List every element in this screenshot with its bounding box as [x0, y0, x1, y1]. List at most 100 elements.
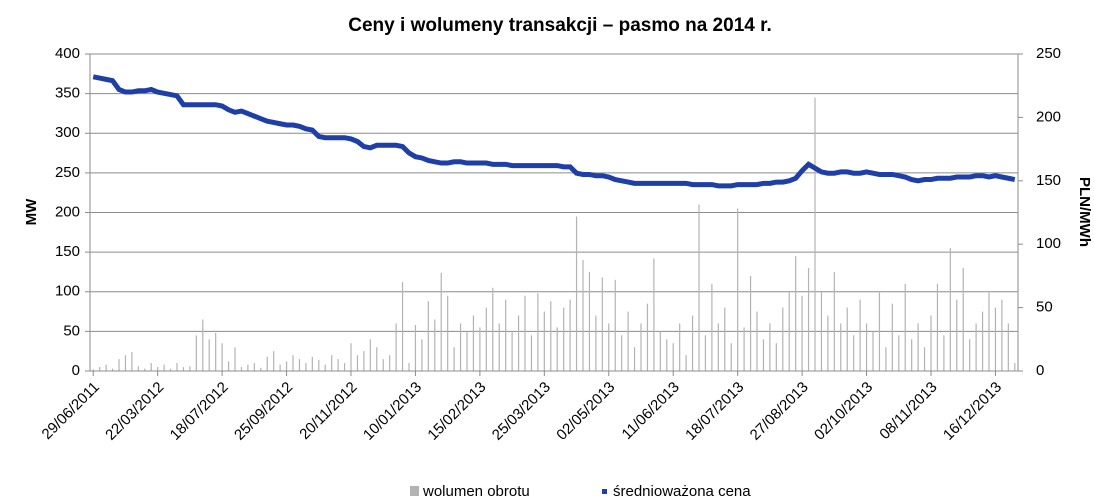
- x-tick-label: 25/09/2012: [231, 379, 296, 444]
- bar: [163, 364, 165, 371]
- bar: [105, 364, 107, 371]
- bar: [389, 355, 391, 371]
- bar: [318, 359, 320, 371]
- bar: [414, 325, 417, 371]
- price-line: [92, 74, 1016, 189]
- bar: [99, 367, 101, 371]
- bar: [1007, 323, 1009, 371]
- bar: [260, 367, 262, 371]
- bar: [646, 303, 649, 371]
- bar: [421, 339, 423, 371]
- chart-title: Ceny i wolumeny transakcji – pasmo na 20…: [348, 15, 771, 36]
- bar: [878, 291, 881, 371]
- bar: [988, 291, 990, 371]
- bar: [524, 295, 526, 371]
- x-tick-label: 18/07/2012: [167, 379, 232, 444]
- bar: [981, 311, 984, 371]
- bar: [956, 299, 958, 371]
- bar: [511, 331, 513, 371]
- bar: [962, 267, 964, 371]
- bar: [762, 339, 765, 371]
- bar: [788, 291, 790, 371]
- bar: [743, 327, 745, 371]
- bar: [266, 356, 268, 371]
- bar: [949, 248, 951, 371]
- bar: [904, 283, 906, 371]
- bar: [749, 275, 752, 371]
- bar: [279, 364, 281, 371]
- x-tick-label: 02/10/2013: [811, 379, 876, 444]
- x-tick-label: 11/06/2013: [619, 379, 683, 443]
- bar: [273, 351, 275, 371]
- bar: [466, 331, 468, 371]
- bar: [621, 335, 623, 371]
- legend-label: wolumen obrotu: [422, 483, 530, 500]
- bar: [930, 315, 932, 371]
- y-tick-label: 0: [72, 362, 80, 379]
- y-tick-label: 350: [55, 85, 80, 102]
- bar: [537, 293, 539, 371]
- bar: [382, 359, 384, 371]
- x-tick-label: 27/08/2013: [747, 379, 812, 444]
- bar: [363, 351, 365, 371]
- bar: [208, 339, 210, 371]
- y-tick-label: 50: [63, 322, 80, 339]
- bar: [917, 323, 919, 371]
- bar: [575, 216, 578, 371]
- bar: [801, 295, 803, 371]
- y-tick-label: 150: [55, 243, 80, 260]
- bar: [492, 287, 494, 371]
- bar: [820, 291, 823, 371]
- x-tick-label: 08/11/2013: [876, 379, 940, 443]
- bar: [756, 311, 758, 371]
- bar: [698, 204, 700, 371]
- bar: [659, 331, 661, 371]
- bar: [337, 359, 339, 371]
- bar: [434, 319, 436, 371]
- bar: [350, 343, 352, 371]
- bar: [459, 323, 462, 371]
- bar: [169, 368, 172, 371]
- bar: [936, 283, 939, 371]
- bar: [253, 363, 255, 371]
- bar: [440, 272, 442, 371]
- bar: [827, 315, 829, 371]
- bar: [202, 319, 204, 371]
- bar: [814, 97, 816, 372]
- bar: [144, 368, 146, 371]
- bar: [717, 323, 719, 371]
- bar: [724, 307, 726, 371]
- bar: [711, 283, 713, 371]
- bar: [369, 339, 371, 371]
- bar: [640, 323, 642, 371]
- bar: [227, 361, 230, 371]
- bar: [215, 332, 217, 371]
- bar: [633, 347, 636, 371]
- bar: [356, 355, 359, 371]
- legend-swatch: [410, 486, 419, 496]
- y-tick-label: 250: [55, 164, 80, 181]
- bar: [994, 307, 997, 371]
- bar: [911, 339, 913, 371]
- bar: [324, 364, 326, 371]
- bar: [479, 327, 481, 371]
- bar: [176, 363, 178, 371]
- bar: [118, 359, 120, 371]
- bar: [672, 343, 674, 371]
- bar: [691, 315, 694, 371]
- bar: [614, 279, 616, 371]
- x-tick-label: 25/03/2013: [489, 379, 554, 444]
- bar: [923, 347, 926, 371]
- bar: [447, 295, 449, 371]
- bar: [782, 307, 784, 371]
- legend-label: średnioważona cena: [613, 483, 751, 500]
- bar: [859, 299, 861, 371]
- bar: [543, 311, 545, 371]
- bar: [124, 355, 127, 371]
- bar: [685, 355, 687, 371]
- bar: [247, 364, 249, 371]
- bar: [234, 347, 236, 371]
- y-tick-label: 200: [55, 203, 80, 220]
- bar: [846, 307, 848, 371]
